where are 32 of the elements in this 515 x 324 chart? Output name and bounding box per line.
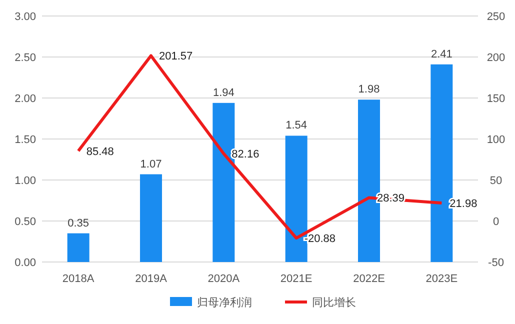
y-tick-label: 3.00	[14, 11, 36, 23]
data-label: 2.41	[430, 48, 452, 60]
y-tick-label: 1.00	[14, 175, 36, 187]
data-label: 1.07	[140, 158, 162, 170]
data-label: 85.48	[86, 146, 114, 158]
data-label: 1.54	[286, 120, 308, 132]
x-tick-label: 2023E	[426, 273, 458, 285]
legend-label: 归母净利润	[197, 296, 252, 309]
x-tick-label: 2019A	[135, 273, 168, 285]
y2-tick-label: 50	[490, 175, 502, 187]
y2-tick-label: 0	[492, 216, 500, 228]
y-tick-label: 2.50	[14, 52, 36, 64]
y2-tick-label: -50	[488, 257, 504, 269]
y2-tick-label: 250	[486, 11, 506, 23]
bar	[67, 233, 90, 262]
y2-tick-label: 150	[486, 93, 506, 105]
data-label: 201.57	[159, 50, 193, 63]
legend-label: 同比增长	[312, 296, 356, 309]
x-tick-label: 2020A	[208, 273, 240, 285]
y-tick-label: 1.50	[14, 134, 36, 146]
data-label: 1.94	[212, 86, 234, 99]
y2-tick-label: 100	[486, 134, 506, 146]
y2-tick-label: 200	[486, 52, 506, 64]
data-label: 1.98	[358, 84, 380, 96]
x-tick-label: 2021E	[280, 273, 312, 285]
bar	[140, 174, 162, 262]
data-label: 0.35	[68, 217, 90, 230]
x-tick-label: 2022E	[353, 273, 385, 285]
y-tick-label: 2.00	[14, 93, 36, 105]
y-tick-label: 0.50	[14, 216, 36, 228]
y-tick-label: 0.00	[14, 257, 36, 269]
x-tick-label: 2018A	[62, 273, 95, 285]
